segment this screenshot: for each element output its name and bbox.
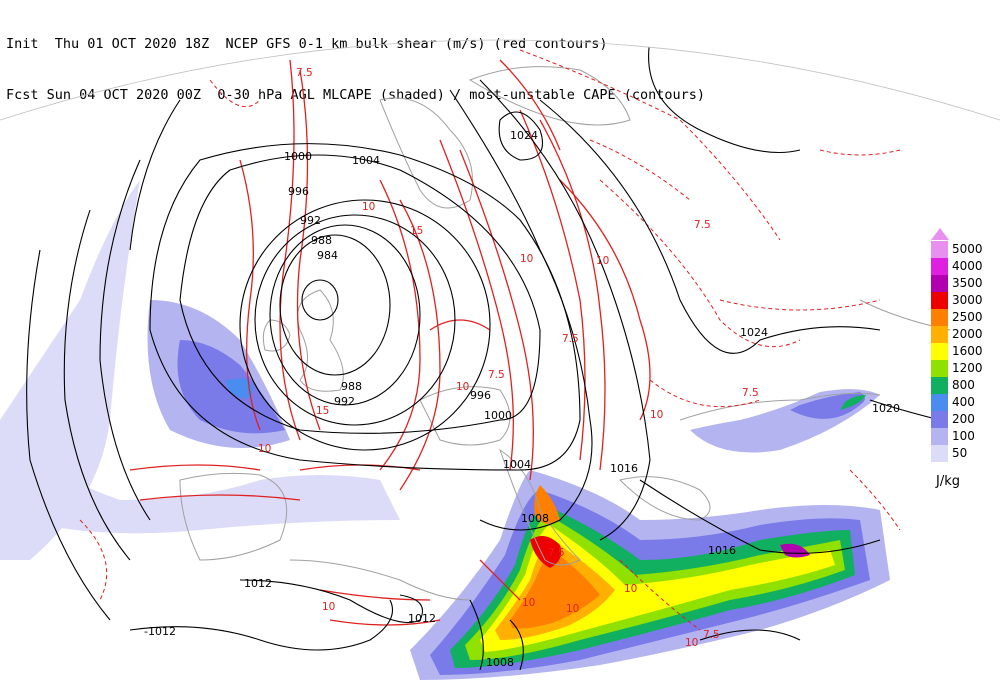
legend-label: 5000 bbox=[952, 242, 983, 256]
legend-row: 3500 bbox=[928, 275, 998, 292]
legend-row: 4000 bbox=[928, 258, 998, 275]
isobar-label: 988 bbox=[341, 380, 362, 393]
isobar-label: 1000 bbox=[484, 409, 512, 422]
legend-swatch bbox=[931, 326, 948, 343]
cape-shading-east bbox=[690, 389, 880, 453]
isobar-label: 988 bbox=[311, 234, 332, 247]
cape-shading-atlantic bbox=[0, 180, 400, 560]
legend-row: 5000 bbox=[928, 241, 998, 258]
pressure-labels: 1000 1004 996 992 988 984 988 992 996 10… bbox=[144, 129, 900, 669]
isobar-label: 1012 bbox=[244, 577, 272, 590]
legend-swatch bbox=[931, 445, 948, 462]
isobar-label: 1016 bbox=[610, 462, 638, 475]
legend-row: 200 bbox=[928, 411, 998, 428]
isobar-label: -1012 bbox=[144, 625, 176, 638]
shear-label: 10 bbox=[685, 637, 698, 649]
legend-label: 3000 bbox=[952, 293, 983, 307]
shear-label: 10 bbox=[258, 443, 271, 455]
header-line-init: Init Thu 01 OCT 2020 18Z NCEP GFS 0-1 km… bbox=[6, 36, 608, 52]
legend-label: 1600 bbox=[952, 344, 983, 358]
legend-label: 800 bbox=[952, 378, 975, 392]
shear-labels: 7.5 10 15 10 7.5 10 7.5 10 15 10 7.5 10 … bbox=[258, 67, 759, 649]
shear-label: 10 bbox=[322, 601, 335, 613]
legend-swatch bbox=[931, 377, 948, 394]
isobar-label: 992 bbox=[334, 395, 355, 408]
shear-label: 7.5 bbox=[296, 67, 313, 79]
shear-label: 7.5 bbox=[694, 219, 711, 231]
isobar-label: 1008 bbox=[521, 512, 549, 525]
legend-swatch bbox=[931, 394, 948, 411]
legend-swatch bbox=[931, 411, 948, 428]
legend-row: 3000 bbox=[928, 292, 998, 309]
isobar-label: 984 bbox=[317, 249, 338, 262]
shear-label: 7.5 bbox=[703, 629, 720, 641]
shear-label: 10 bbox=[362, 201, 375, 213]
shear-label: 7.5 bbox=[548, 547, 565, 559]
isobar-label: 996 bbox=[470, 389, 491, 402]
legend-label: 200 bbox=[952, 412, 975, 426]
legend-row: 100 bbox=[928, 428, 998, 445]
legend-label: 2000 bbox=[952, 327, 983, 341]
header-line-forecast: Fcst Sun 04 OCT 2020 00Z 0-30 hPa AGL ML… bbox=[6, 87, 705, 103]
shear-label: 10 bbox=[650, 409, 663, 421]
shear-label: 10 bbox=[522, 597, 535, 609]
legend-row: 1600 bbox=[928, 343, 998, 360]
legend-swatch bbox=[931, 428, 948, 445]
shear-label: 10 bbox=[566, 603, 579, 615]
legend-swatch bbox=[931, 275, 948, 292]
shear-label: 10 bbox=[456, 381, 469, 393]
legend-swatch bbox=[931, 309, 948, 326]
shear-label: 10 bbox=[596, 255, 609, 267]
legend-arrow bbox=[931, 228, 949, 240]
shear-contours bbox=[129, 59, 651, 626]
legend-row: 2500 bbox=[928, 309, 998, 326]
shear-label: 10 bbox=[520, 253, 533, 265]
pressure-contours bbox=[26, 40, 941, 671]
legend-row: 800 bbox=[928, 377, 998, 394]
legend-row: 50 bbox=[928, 445, 998, 462]
map-domain-edge bbox=[0, 39, 1000, 121]
shear-label: 15 bbox=[316, 405, 329, 417]
legend-swatch bbox=[931, 241, 948, 258]
isobar-label: 1004 bbox=[503, 458, 531, 471]
legend-swatch bbox=[931, 292, 948, 309]
shear-contours-dashed bbox=[79, 49, 901, 631]
legend-label: 400 bbox=[952, 395, 975, 409]
isobar-label: 996 bbox=[288, 185, 309, 198]
isobar-label: 1012 bbox=[408, 612, 436, 625]
legend-swatch bbox=[931, 360, 948, 377]
cape-shading-mediterranean bbox=[410, 470, 890, 680]
legend-row: 400 bbox=[928, 394, 998, 411]
legend-label: 50 bbox=[952, 446, 968, 460]
shear-label: 15 bbox=[410, 225, 423, 237]
shear-label: 7.5 bbox=[742, 387, 759, 399]
map-header: Init Thu 01 OCT 2020 18Z NCEP GFS 0-1 km… bbox=[6, 2, 705, 121]
legend-label: 4000 bbox=[952, 259, 983, 273]
isobar-label: 1024 bbox=[740, 326, 768, 339]
isobar-label: 1024 bbox=[510, 129, 538, 142]
shear-label: 7.5 bbox=[562, 333, 579, 345]
isobar-label: 1004 bbox=[352, 154, 380, 167]
legend-units: J/kg bbox=[936, 474, 960, 489]
legend-label: 1200 bbox=[952, 361, 983, 375]
isobar-label: 1008 bbox=[486, 656, 514, 669]
legend-swatch bbox=[931, 343, 948, 360]
legend-swatch bbox=[931, 258, 948, 275]
legend-row: 1200 bbox=[928, 360, 998, 377]
isobar-label: 1016 bbox=[708, 544, 736, 557]
isobar-label: 1000 bbox=[284, 150, 312, 163]
isobar-label: 992 bbox=[300, 214, 321, 227]
shear-label: 7.5 bbox=[488, 369, 505, 381]
legend-label: 100 bbox=[952, 429, 975, 443]
legend-label: 2500 bbox=[952, 310, 983, 324]
legend-row: 2000 bbox=[928, 326, 998, 343]
isobar-label: 1020 bbox=[872, 402, 900, 415]
legend-label: 3500 bbox=[952, 276, 983, 290]
shear-label: 10 bbox=[624, 583, 637, 595]
